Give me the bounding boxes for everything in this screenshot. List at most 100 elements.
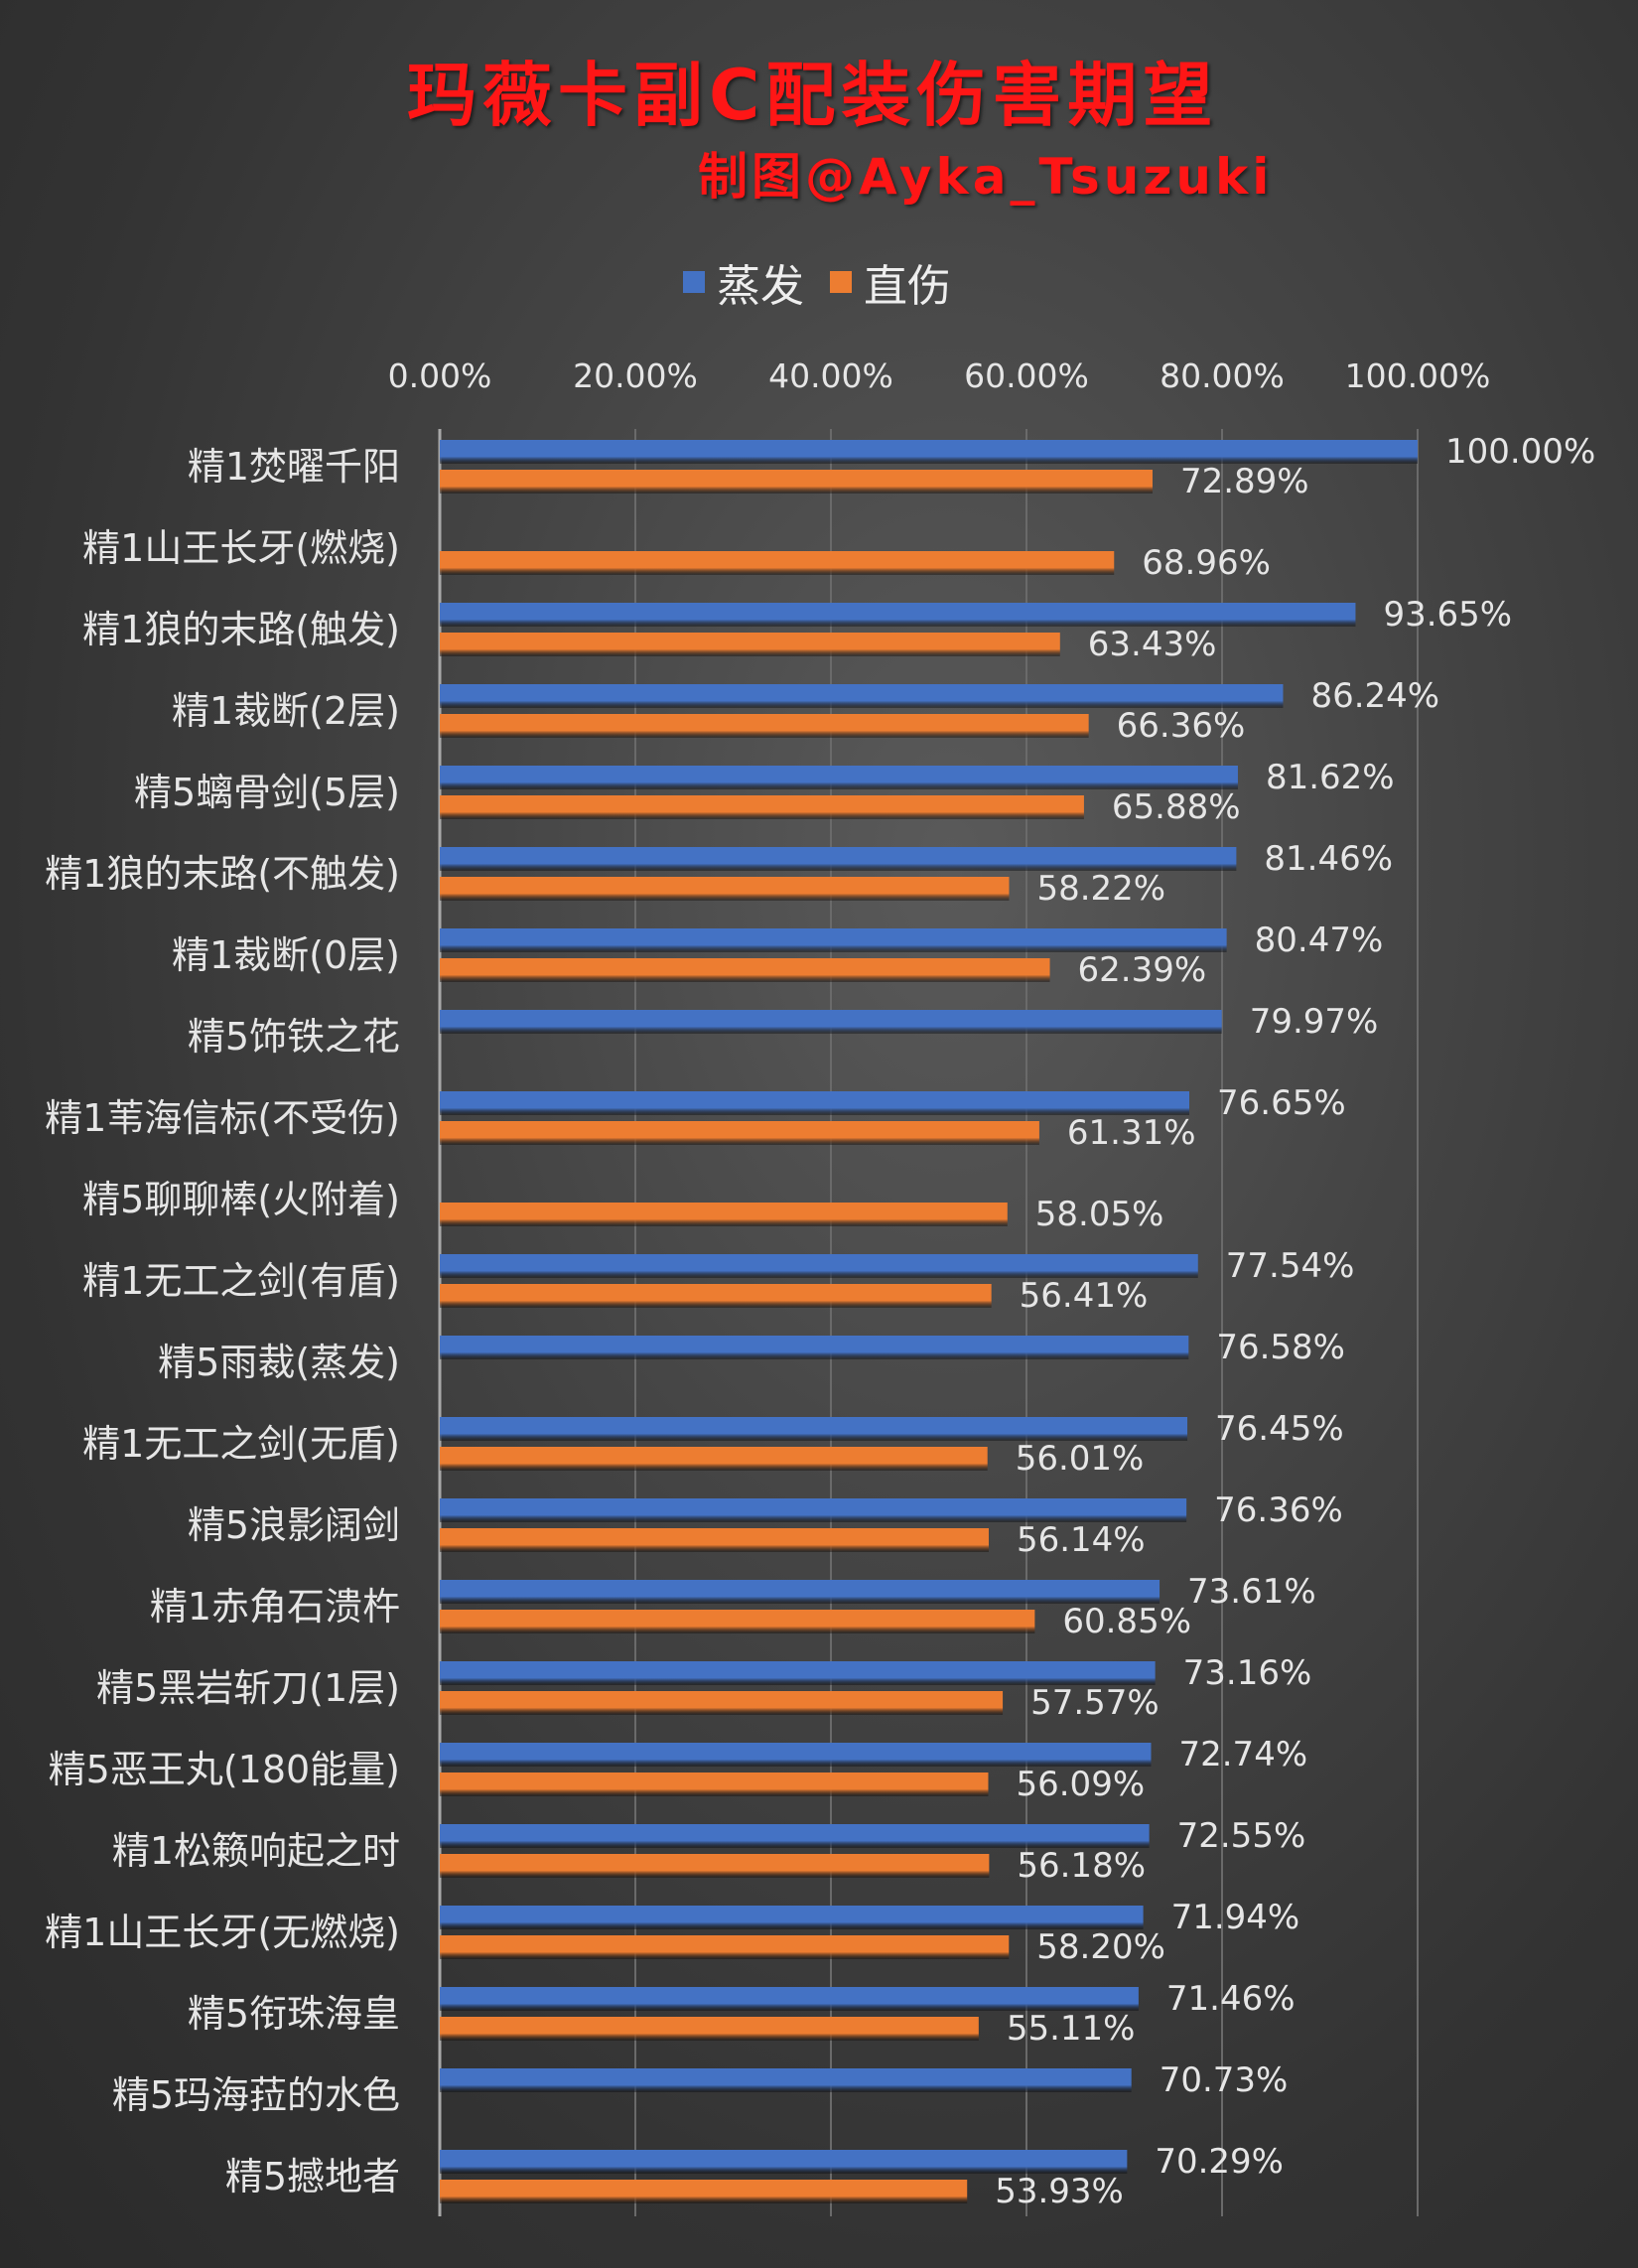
bar-direct: [440, 1528, 989, 1552]
bar-direct: [440, 470, 1153, 494]
category-label: 精5雨裁(蒸发): [158, 1341, 400, 1384]
bar-direct: [440, 1772, 989, 1796]
bar-steam: [440, 847, 1237, 871]
legend-swatch-direct: [830, 271, 852, 293]
category-label: 精5螭骨剑(5层): [134, 771, 400, 814]
category-label: 精1松籁响起之时: [112, 1829, 400, 1873]
x-tick-label: 40.00%: [768, 356, 893, 395]
category-label: 精1裁断(2层): [172, 689, 400, 733]
data-label-direct: 72.89%: [1180, 462, 1309, 501]
data-label-steam: 76.36%: [1214, 1490, 1343, 1530]
data-label-steam: 81.46%: [1264, 839, 1393, 879]
bar-direct: [440, 1854, 990, 1878]
bar-steam: [440, 440, 1418, 464]
bar-direct: [440, 1203, 1008, 1226]
legend-label-direct: 直伤: [864, 261, 951, 312]
bar-steam: [440, 1498, 1187, 1522]
legend-item-direct: 直伤: [830, 250, 951, 314]
data-label-direct: 53.93%: [995, 2172, 1124, 2211]
data-label-direct: 58.05%: [1035, 1195, 1164, 1234]
data-label-direct: 57.57%: [1030, 1683, 1160, 1723]
x-tick-label: 20.00%: [573, 356, 698, 395]
bar-direct: [440, 877, 1010, 901]
data-label-steam: 76.45%: [1215, 1409, 1344, 1449]
category-label: 精1山王长牙(无燃烧): [45, 1911, 400, 1954]
bar-direct: [440, 2017, 979, 2041]
bar-direct: [440, 1691, 1004, 1715]
category-label: 精5黑岩斩刀(1层): [96, 1666, 400, 1710]
category-label: 精5恶王丸(180能量): [49, 1748, 400, 1791]
bar-direct: [440, 633, 1060, 656]
data-label-direct: 56.18%: [1017, 1846, 1146, 1886]
category-label: 精1狼的末路(不触发): [45, 852, 400, 896]
bar-steam: [440, 1743, 1152, 1767]
bar-steam: [440, 1987, 1139, 2011]
x-tick-label: 0.00%: [388, 356, 492, 395]
bar-steam: [440, 1254, 1198, 1278]
legend-label-steam: 蒸发: [717, 261, 804, 312]
data-label-direct: 58.22%: [1036, 869, 1165, 909]
data-label-steam: 71.46%: [1166, 1979, 1296, 2019]
data-label-steam: 77.54%: [1226, 1246, 1355, 1286]
data-label-direct: 63.43%: [1088, 625, 1217, 664]
data-label-steam: 86.24%: [1310, 676, 1439, 716]
bar-steam: [440, 1661, 1156, 1685]
bar-steam: [440, 1091, 1190, 1115]
bar-direct: [440, 714, 1089, 738]
category-label: 精1苇海信标(不受伤): [45, 1096, 400, 1140]
data-label-steam: 100.00%: [1445, 432, 1595, 472]
data-label-steam: 72.55%: [1177, 1816, 1306, 1856]
data-label-direct: 55.11%: [1007, 2009, 1136, 2049]
bar-direct: [440, 1447, 988, 1471]
bar-steam: [440, 1906, 1144, 1929]
bar-direct: [440, 1935, 1010, 1959]
bar-steam: [440, 1010, 1222, 1034]
legend-item-steam: 蒸发: [683, 250, 804, 314]
bar-steam: [440, 1580, 1160, 1604]
data-label-direct: 65.88%: [1112, 787, 1241, 827]
category-label: 精5玛海菈的水色: [112, 2073, 400, 2117]
data-label-direct: 56.14%: [1017, 1520, 1146, 1560]
bar-steam: [440, 603, 1356, 627]
data-label-steam: 72.74%: [1178, 1735, 1307, 1774]
x-tick-label: 100.00%: [1345, 356, 1491, 395]
category-label: 精5撼地者: [225, 2155, 400, 2198]
bar-direct: [440, 1610, 1035, 1633]
bar-steam: [440, 1336, 1189, 1359]
bar-direct: [440, 551, 1115, 575]
x-tick-label: 60.00%: [964, 356, 1089, 395]
legend-swatch-steam: [683, 271, 705, 293]
data-label-steam: 81.62%: [1266, 758, 1395, 797]
bar-steam: [440, 928, 1227, 952]
category-label: 精1赤角石溃杵: [150, 1585, 400, 1629]
bar-steam: [440, 766, 1238, 789]
category-label: 精5浪影阔剑: [188, 1503, 400, 1547]
bar-steam: [440, 1824, 1150, 1848]
bar-steam: [440, 2068, 1132, 2092]
data-label-steam: 79.97%: [1250, 1002, 1379, 1042]
data-label-direct: 62.39%: [1078, 950, 1207, 990]
data-label-steam: 80.47%: [1255, 921, 1384, 960]
data-label-steam: 73.61%: [1187, 1572, 1316, 1612]
bar-steam: [440, 2150, 1128, 2174]
data-label-direct: 68.96%: [1142, 543, 1271, 583]
data-label-steam: 71.94%: [1171, 1898, 1300, 1937]
category-label: 精1山王长牙(燃烧): [82, 526, 400, 570]
chart-title: 玛薇卡副C配装伤害期望: [407, 55, 1219, 136]
category-label: 精1无工之剑(无盾): [82, 1422, 400, 1466]
category-label: 精1狼的末路(触发): [82, 608, 400, 651]
data-label-direct: 61.31%: [1067, 1113, 1196, 1153]
bar-direct: [440, 1121, 1039, 1145]
bar-direct: [440, 958, 1050, 982]
data-label-direct: 58.20%: [1036, 1927, 1165, 1967]
data-label-direct: 60.85%: [1062, 1602, 1191, 1641]
category-label: 精5饰铁之花: [188, 1015, 400, 1059]
data-label-direct: 56.41%: [1020, 1276, 1149, 1316]
x-tick-label: 80.00%: [1160, 356, 1285, 395]
data-label-steam: 73.16%: [1183, 1653, 1312, 1693]
bar-steam: [440, 1417, 1188, 1441]
category-label: 精5聊聊棒(火附着): [82, 1178, 400, 1221]
bar-direct: [440, 1284, 992, 1308]
bar-direct: [440, 2180, 968, 2203]
